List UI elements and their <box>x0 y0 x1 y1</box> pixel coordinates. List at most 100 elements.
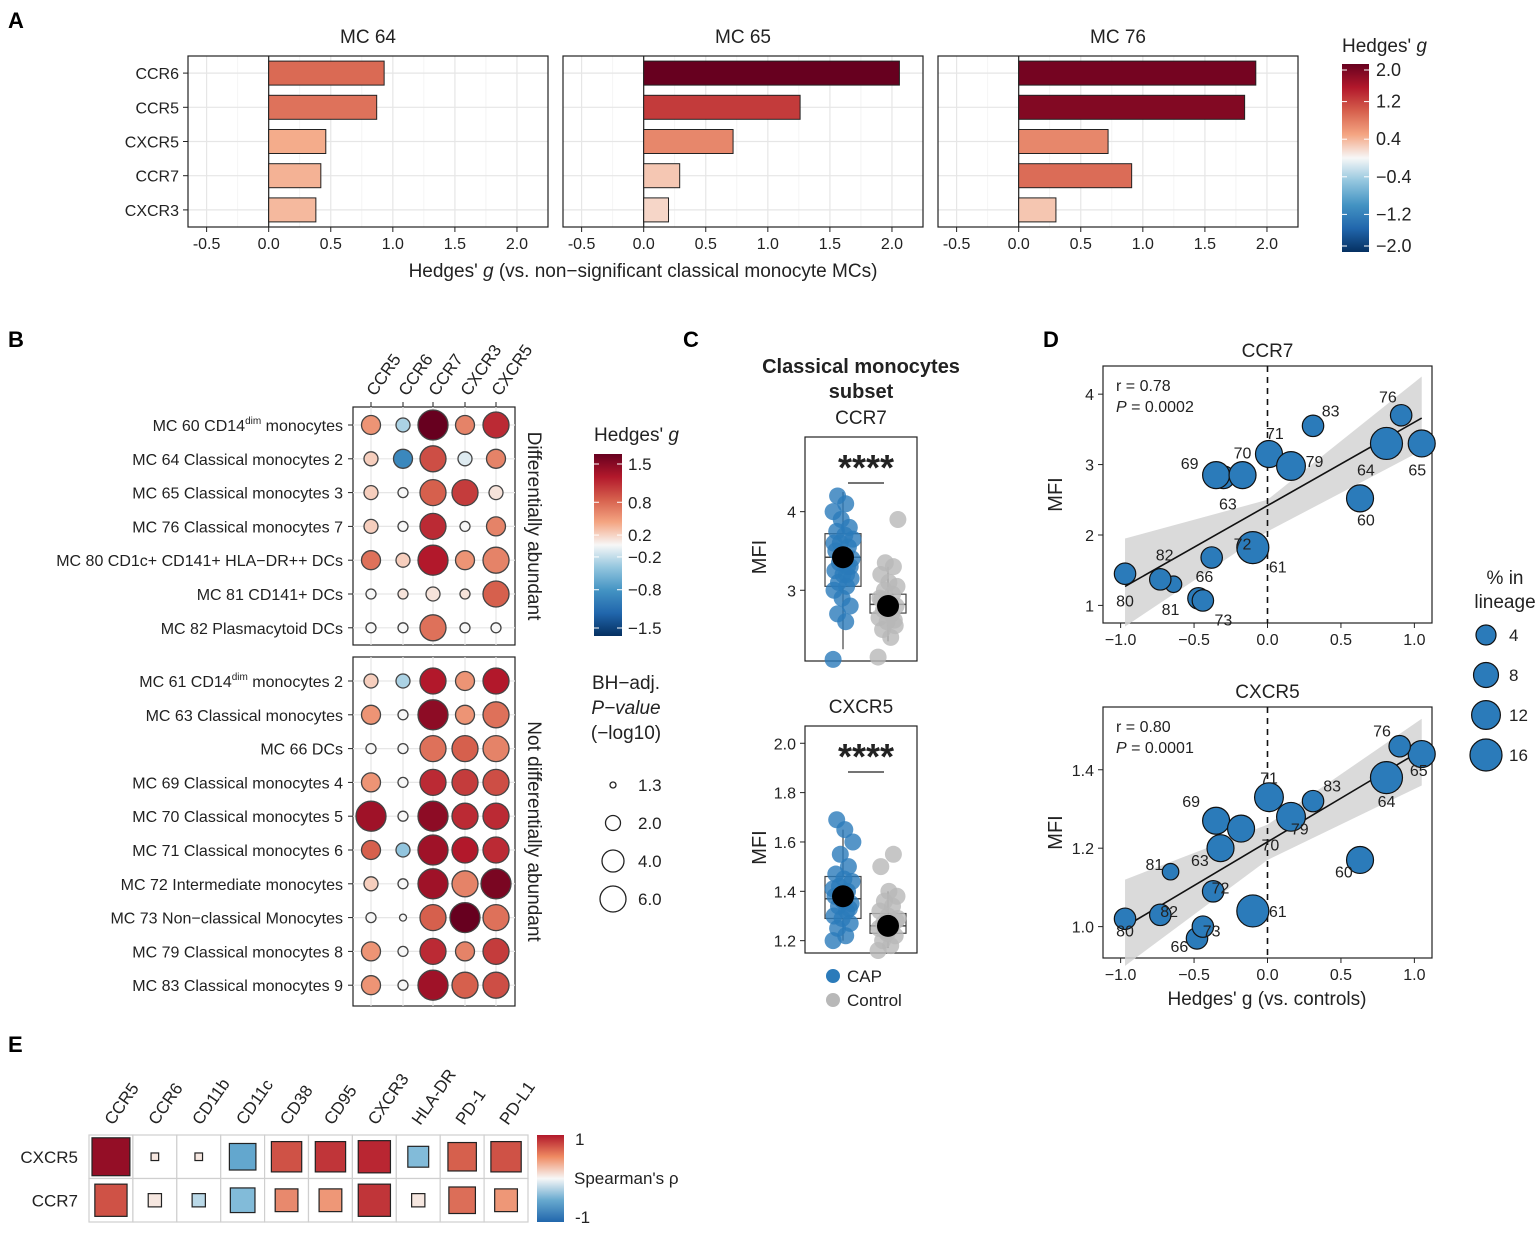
colorbar-tick-label: −2.0 <box>1376 236 1412 256</box>
point-label: 76 <box>1379 389 1397 406</box>
point-label: 82 <box>1156 548 1174 565</box>
dot <box>451 768 479 797</box>
point-label: 83 <box>1322 403 1340 420</box>
dot <box>459 622 471 634</box>
column-label: CXCR3 <box>364 1070 413 1128</box>
x-tick-label: 2.0 <box>506 236 528 253</box>
point-label: 64 <box>1357 463 1375 480</box>
column-label: PD-L1 <box>496 1078 539 1128</box>
scatter-point <box>1202 806 1231 835</box>
point-label: 60 <box>1335 865 1353 882</box>
dot <box>397 742 409 755</box>
scatter-point <box>1200 546 1223 569</box>
y-axis-label: MFI <box>749 540 771 574</box>
heatmap-square <box>228 1142 257 1171</box>
dot <box>454 670 476 692</box>
row-label: MC 82 Plasmacytoid DCs <box>161 621 343 638</box>
y-tick-label: 3 <box>787 583 796 600</box>
y-tick-label: 3 <box>1085 458 1094 475</box>
row-label: MC 83 Classical monocytes 9 <box>132 978 343 995</box>
scatter-point <box>1191 915 1215 938</box>
dot <box>482 971 510 999</box>
dot <box>365 742 377 755</box>
dot <box>363 451 379 467</box>
x-axis-label: Hedges' g (vs. non−significant classical… <box>409 261 878 282</box>
facet-title: MC 76 <box>1090 27 1146 48</box>
row-label: MC 73 Non−classical Monocytes <box>110 911 343 928</box>
point-label: 66 <box>1195 569 1213 586</box>
x-tick-label: 2.0 <box>881 236 903 253</box>
x-tick-label: 0.0 <box>1008 236 1030 253</box>
row-label-text: MC 72 Intermediate monocytes <box>121 877 343 894</box>
bar <box>1018 129 1109 154</box>
heatmap-square <box>270 1140 303 1173</box>
row-label: MC 79 Classical monocytes 8 <box>132 944 343 961</box>
control-mean-point <box>877 914 899 937</box>
dot <box>417 969 449 1001</box>
row-label-text: monocytes 2 <box>248 674 343 691</box>
size-legend-dot <box>1469 738 1503 772</box>
heatmap-square <box>94 1183 128 1217</box>
panel-label-e: E <box>8 1032 23 1057</box>
scatter-point <box>1148 903 1172 927</box>
point-label: 63 <box>1219 496 1237 513</box>
scatter-point <box>1301 789 1325 813</box>
scatter-point <box>1276 801 1306 832</box>
p-value: = 0.0001 <box>1127 740 1194 757</box>
dot <box>419 667 447 695</box>
scatter-point <box>1345 845 1375 875</box>
x-tick-label: 0.0 <box>633 236 655 253</box>
bar <box>643 94 801 120</box>
point-label: 61 <box>1269 560 1287 577</box>
x-tick-label: 1.5 <box>1194 236 1216 253</box>
row-label: MC 60 CD14dim monocytes <box>153 416 343 435</box>
dot <box>480 868 512 900</box>
x-tick-label: 1.5 <box>819 236 841 253</box>
bar <box>268 197 317 223</box>
dot <box>397 776 409 789</box>
bar <box>268 129 327 154</box>
point-label: 60 <box>1357 512 1375 529</box>
panel-title: Classical monocytes <box>762 356 960 378</box>
dot <box>488 484 504 501</box>
dot <box>459 520 471 533</box>
y-tick-label: CCR5 <box>135 100 179 117</box>
scatter-point <box>1202 461 1231 490</box>
y-tick-label: 1.6 <box>774 835 796 852</box>
row-label-text: MC 69 Classical monocytes 4 <box>132 775 343 792</box>
scatter-point <box>1236 531 1270 565</box>
scatter-point <box>1161 862 1180 881</box>
dot <box>482 802 510 830</box>
cap-point <box>838 566 856 584</box>
y-axis-label: MFI <box>1045 815 1067 849</box>
colorbar <box>537 1135 564 1222</box>
size-legend-title: % in <box>1487 568 1524 589</box>
size-legend-dot <box>1472 661 1500 689</box>
size-legend-label: 1.3 <box>638 776 662 795</box>
heatmap-square <box>147 1193 163 1208</box>
size-legend-label: 6.0 <box>638 890 662 909</box>
dot <box>417 544 449 576</box>
colorbar-tick-label: 2.0 <box>1376 60 1401 80</box>
scatter-point <box>1113 562 1137 586</box>
row-label: MC 76 Classical monocytes 7 <box>132 519 343 536</box>
colorbar-tick-label: −1.2 <box>1376 204 1412 224</box>
size-legend-title: P−value <box>591 698 660 719</box>
facet-title: MC 64 <box>340 27 396 48</box>
heatmap-square <box>318 1188 343 1213</box>
heatmap-square <box>194 1152 204 1162</box>
point-label: 66 <box>1170 939 1188 956</box>
dot <box>363 876 379 892</box>
correlation-r: r = 0.78 <box>1116 378 1171 395</box>
control-point <box>884 845 902 863</box>
x-tick-label: 1.0 <box>757 236 779 253</box>
row-label-text: MC 70 Classical monocytes 5 <box>132 809 343 826</box>
colorbar-title-italic: g <box>668 425 679 446</box>
bar <box>643 197 670 223</box>
y-tick-label: 4 <box>1085 387 1094 404</box>
dot <box>482 701 510 729</box>
colorbar-title-part: Hedges' <box>594 425 668 446</box>
p-symbol: P <box>1116 399 1127 416</box>
dot <box>451 734 479 763</box>
